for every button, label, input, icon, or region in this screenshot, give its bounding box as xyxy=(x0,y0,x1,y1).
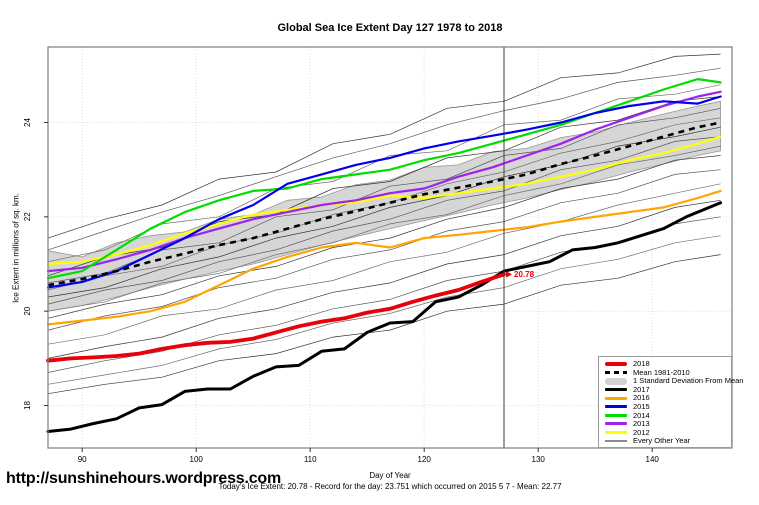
series-line-2014 xyxy=(46,77,722,280)
legend-swatch-medium-icon xyxy=(605,422,627,426)
legend-item: 2012 xyxy=(605,428,729,436)
series-line-2013 xyxy=(46,90,722,273)
legend-item: Mean 1981-2010 xyxy=(605,369,729,377)
legend-item: 2016 xyxy=(605,394,729,402)
y-tick-label: 24 xyxy=(23,118,32,127)
legend-item: 2018 xyxy=(605,360,729,368)
y-axis-label: Ice Extent in millions of sq. km. xyxy=(11,193,21,303)
series-line-mean-1981-2010 xyxy=(47,121,721,287)
legend-label: 2015 xyxy=(633,401,650,411)
chart-legend: 2018 Mean 1981-2010 1 Standard Deviation F… xyxy=(598,356,743,448)
x-tick-label: 140 xyxy=(646,455,660,464)
every-other-year-line xyxy=(47,117,721,291)
stats-subtitle: Today's Ice Extent: 20.78 - Record for t… xyxy=(218,482,562,491)
legend-label: 2012 xyxy=(633,427,650,437)
legend-swatch-medium-icon xyxy=(605,405,627,409)
legend-label: 2016 xyxy=(633,393,650,403)
legend-item: 1 Standard Deviation From Mean xyxy=(605,377,743,385)
today-marker-arrow-icon xyxy=(506,271,512,278)
every-other-year-line xyxy=(47,67,721,251)
legend-swatch-band-icon xyxy=(605,377,627,385)
std-dev-band xyxy=(47,100,721,312)
series-line-2016 xyxy=(46,189,722,326)
y-tick-label: 20 xyxy=(23,306,32,315)
y-tick-label: 22 xyxy=(23,212,32,221)
every-other-year-line xyxy=(47,254,721,395)
x-tick-label: 130 xyxy=(532,455,546,464)
legend-label: 2018 xyxy=(633,359,650,369)
series-line-2018 xyxy=(46,272,506,363)
series-line-2017 xyxy=(46,201,723,433)
y-tick-label: 18 xyxy=(23,401,32,410)
plot-border xyxy=(47,46,733,449)
every-other-year-line xyxy=(47,126,721,298)
legend-item: Every Other Year xyxy=(605,437,729,445)
legend-swatch-medium-icon xyxy=(605,430,627,434)
legend-swatch-thin-icon xyxy=(605,440,627,442)
x-tick-label: 90 xyxy=(78,455,87,464)
legend-label: Mean 1981-2010 xyxy=(633,367,690,377)
every-other-year-line xyxy=(47,169,721,331)
every-other-year-line xyxy=(47,96,721,277)
chart-title: Global Sea Ice Extent Day 127 1978 to 20… xyxy=(277,22,503,34)
legend-swatch-thick-icon xyxy=(605,362,627,366)
legend-item: 2013 xyxy=(605,420,729,428)
every-other-year-line xyxy=(47,155,721,319)
series-line-2015 xyxy=(46,95,722,289)
x-tick-label: 120 xyxy=(418,455,432,464)
every-other-year-line xyxy=(47,235,721,385)
legend-swatch-medium-icon xyxy=(605,396,627,400)
legend-item: 2014 xyxy=(605,411,729,419)
every-other-year-line xyxy=(47,53,721,239)
legend-label: 2013 xyxy=(633,419,650,429)
legend-label: 2014 xyxy=(633,410,650,420)
every-other-year-line xyxy=(47,183,721,345)
legend-label: 2017 xyxy=(633,384,650,394)
x-tick-label: 100 xyxy=(190,455,204,464)
legend-item: 2015 xyxy=(605,403,729,411)
legend-label: 1 Standard Deviation From Mean xyxy=(633,376,744,386)
legend-swatch-dashed-icon xyxy=(605,371,627,375)
legend-swatch-medium-icon xyxy=(605,388,627,392)
source-url-text: http://sunshinehours.wordpress.com xyxy=(6,470,282,487)
x-tick-label: 110 xyxy=(304,455,317,464)
x-axis-label: Day of Year xyxy=(369,471,411,480)
every-other-year-line xyxy=(47,136,721,305)
every-other-year-line xyxy=(47,199,721,359)
legend-item: 2017 xyxy=(605,386,729,394)
legend-swatch-medium-icon xyxy=(605,413,627,417)
legend-label: Every Other Year xyxy=(633,436,691,446)
today-extent-annotation: 20.78 xyxy=(514,270,535,280)
series-line-2012 xyxy=(46,135,722,266)
every-other-year-line xyxy=(47,145,721,312)
